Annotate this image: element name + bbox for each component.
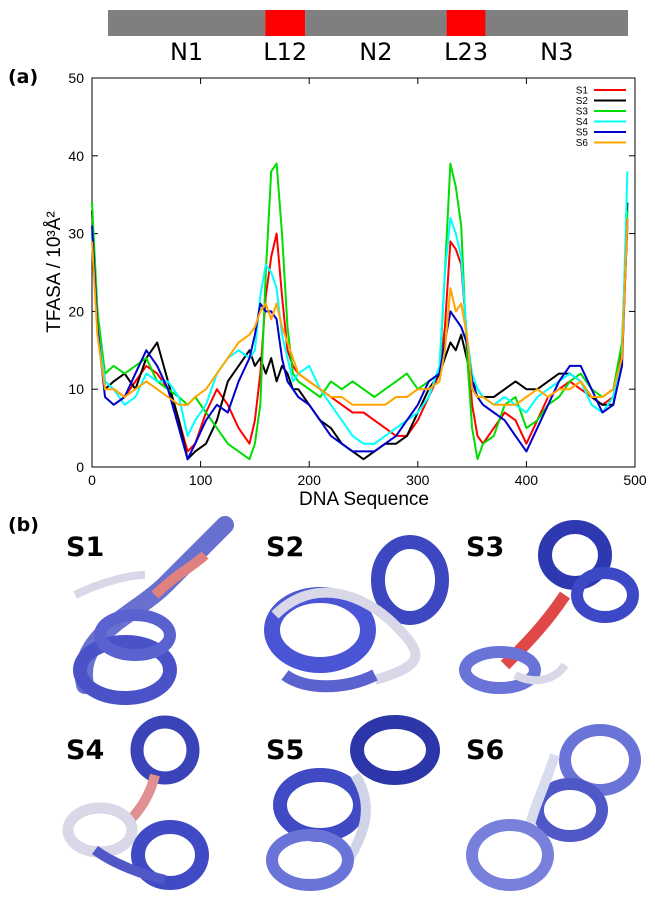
series-line-s5	[91, 217, 629, 461]
snapshot-structure-s6	[466, 724, 641, 891]
segment-l12	[265, 10, 306, 36]
y-axis-label: TFASA / 10³Å²	[44, 211, 65, 332]
legend-label-s4: S4	[576, 117, 589, 128]
legend-label-s3: S3	[576, 107, 589, 118]
x-tick-label: 0	[88, 472, 96, 488]
snapshot-structure-s3	[459, 520, 639, 694]
x-tick-label: 200	[298, 472, 322, 488]
x-tick-label: 400	[515, 472, 539, 488]
legend-label-s5: S5	[576, 128, 589, 139]
snapshot-label-s2: S2	[266, 532, 305, 563]
segment-label-n2: N2	[359, 38, 392, 66]
segment-n3	[485, 10, 628, 36]
snapshot-label-s4: S4	[66, 735, 105, 766]
tfasa-line-chart: 0 100 200 300 400 500 0 10 20 30 40 50 S1S2S3S4S5S6…	[44, 70, 647, 510]
domain-segment-bar: N1 L12 N2 L23 N3	[108, 10, 628, 66]
snapshot-label-s1: S1	[66, 532, 105, 563]
snapshot-label-s3: S3	[466, 532, 505, 563]
legend-label-s6: S6	[576, 138, 589, 149]
y-tick-label: 0	[76, 459, 84, 475]
x-tick-label: 500	[623, 472, 647, 488]
legend-label-s1: S1	[576, 86, 589, 97]
y-tick-label: 20	[68, 303, 84, 319]
legend-label-s2: S2	[576, 96, 589, 107]
series-line-s1	[91, 210, 629, 453]
segment-label-l12: L12	[263, 38, 307, 66]
y-tick-label: 30	[68, 226, 84, 242]
x-tick-label: 300	[406, 472, 430, 488]
panel-a-label: (a)	[8, 66, 39, 88]
segment-l23	[446, 10, 486, 36]
y-tick-label: 40	[68, 148, 84, 164]
segment-n2	[305, 10, 447, 36]
segment-n1	[108, 10, 266, 36]
series-line-s3	[91, 162, 629, 461]
x-axis-label: DNA Sequence	[299, 489, 429, 510]
series-line-s4	[91, 171, 629, 445]
snapshot-structure-s2	[264, 535, 449, 693]
panel-b-label: (b)	[8, 514, 39, 536]
segment-label-n1: N1	[170, 38, 203, 66]
y-tick-label: 10	[68, 381, 84, 397]
snapshot-label-s6: S6	[466, 735, 505, 766]
series-line-s6	[91, 217, 629, 406]
snapshot-structure-s4	[62, 715, 209, 890]
series-line-s2	[91, 202, 629, 461]
snapshot-label-s5: S5	[266, 735, 305, 766]
segment-label-n3: N3	[540, 38, 573, 66]
snapshot-structure-s5	[266, 715, 440, 891]
snapshot-structure-s1	[73, 516, 234, 705]
y-tick-label: 50	[68, 70, 84, 86]
plot-frame	[91, 77, 636, 468]
x-tick-label: 100	[189, 472, 213, 488]
segment-label-l23: L23	[444, 38, 488, 66]
